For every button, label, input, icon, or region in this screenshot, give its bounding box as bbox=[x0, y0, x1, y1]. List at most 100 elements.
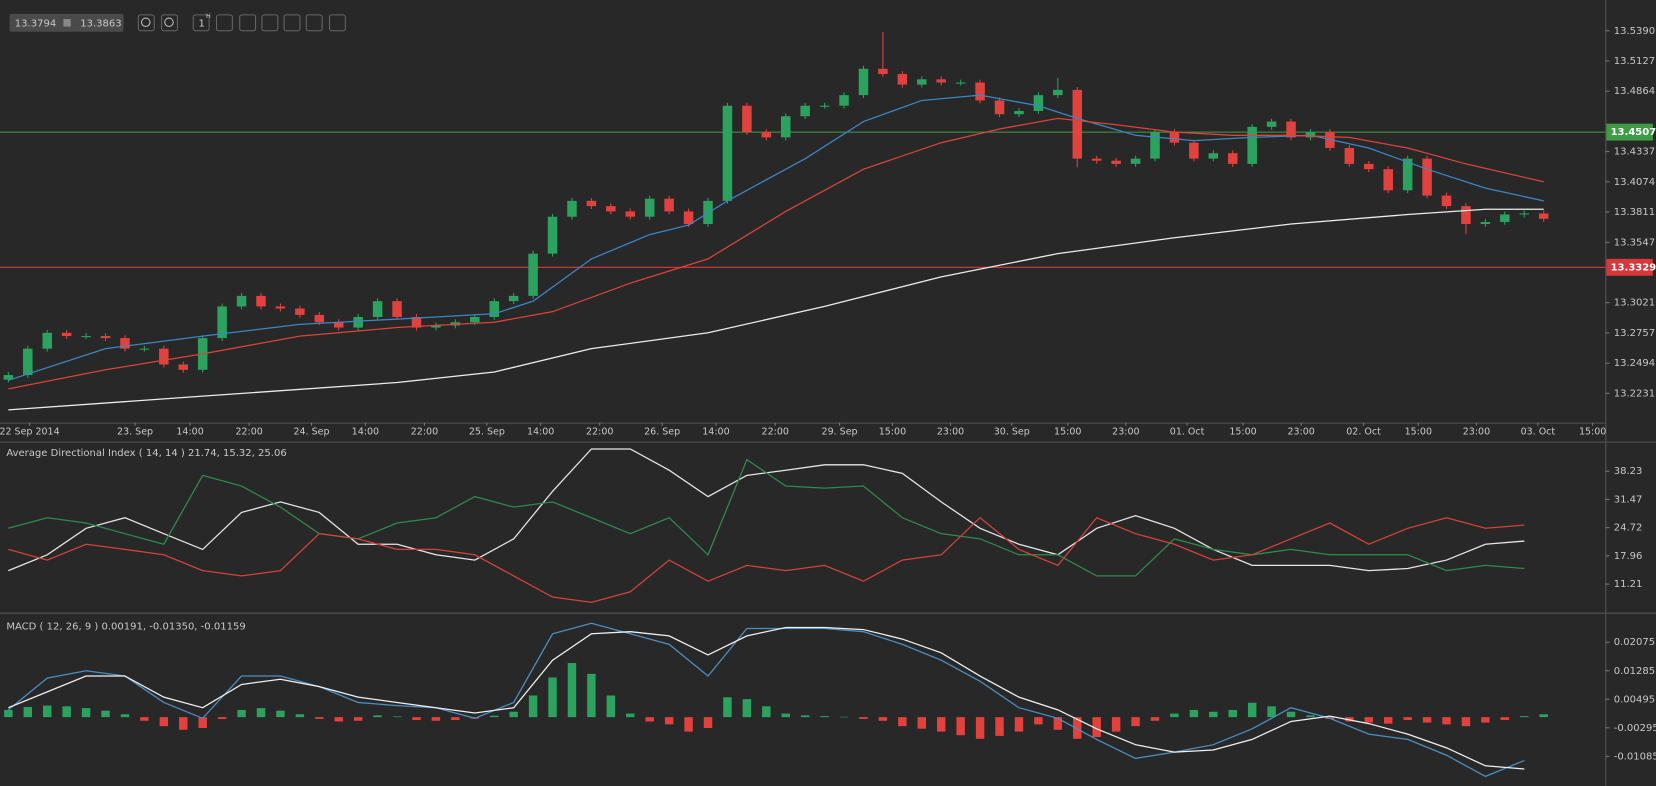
candle-body bbox=[1383, 169, 1393, 191]
candle-body bbox=[1150, 132, 1160, 159]
candle-body bbox=[1033, 95, 1044, 111]
histogram-bar bbox=[664, 717, 674, 725]
histogram-bar bbox=[1189, 709, 1199, 718]
histogram-bar bbox=[159, 717, 169, 727]
histogram-bar bbox=[1383, 717, 1393, 724]
edit-button[interactable] bbox=[305, 14, 323, 32]
zoom-in-button[interactable] bbox=[161, 14, 178, 32]
histogram-bar bbox=[1014, 717, 1024, 732]
histogram-bar bbox=[431, 717, 441, 721]
chart-type-button[interactable] bbox=[215, 14, 233, 32]
histogram-bar bbox=[878, 717, 888, 721]
macd-line bbox=[7, 622, 1525, 778]
histogram-bar bbox=[1539, 714, 1548, 718]
candle-body bbox=[1441, 195, 1452, 207]
candle-body bbox=[547, 216, 558, 254]
zoom-out-icon bbox=[140, 17, 151, 28]
panel-title: MACD ( 12, 26, 9 ) 0.00191, -0.01350, -0… bbox=[6, 621, 245, 632]
histogram-bar bbox=[1267, 706, 1276, 718]
candle-body bbox=[664, 198, 674, 212]
histogram-bar bbox=[140, 717, 149, 721]
timeframe-button[interactable] bbox=[192, 14, 210, 32]
candle-body bbox=[975, 82, 985, 101]
candle-body bbox=[236, 295, 247, 307]
histogram-bar bbox=[1481, 717, 1490, 723]
x-tick-label: 22:00 bbox=[235, 427, 262, 438]
candle-body bbox=[1111, 160, 1121, 164]
candle-body bbox=[1402, 158, 1413, 191]
candle-body bbox=[761, 132, 772, 138]
candle-body bbox=[178, 364, 189, 370]
histogram-bar bbox=[315, 717, 324, 719]
x-tick-label: 15:00 bbox=[879, 427, 906, 438]
y-tick-label: 13.2757 bbox=[1614, 328, 1655, 339]
histogram-bar bbox=[120, 714, 130, 718]
candle-body bbox=[683, 211, 694, 225]
histogram-bar bbox=[489, 715, 499, 718]
candle-body bbox=[567, 200, 577, 217]
y-tick-label: -0.01085 bbox=[1614, 751, 1656, 762]
histogram-bar bbox=[1247, 702, 1257, 718]
x-tick-label: 22:00 bbox=[586, 427, 613, 438]
candle-body bbox=[878, 68, 888, 75]
histogram-bar bbox=[1403, 717, 1412, 721]
copy-button[interactable] bbox=[283, 14, 301, 32]
candle-body bbox=[353, 316, 363, 328]
x-tick-label: 22:00 bbox=[411, 427, 438, 438]
candle-body bbox=[42, 332, 52, 349]
histogram-bar bbox=[1520, 716, 1529, 718]
histogram-bar bbox=[548, 677, 557, 718]
draw-button[interactable] bbox=[328, 14, 346, 32]
x-tick-label: 24. Sep bbox=[294, 427, 330, 438]
histogram-bar bbox=[1461, 717, 1471, 727]
candle-body bbox=[1014, 110, 1024, 115]
histogram-bar bbox=[762, 706, 771, 718]
histogram-bar bbox=[353, 717, 363, 721]
histogram-bar bbox=[1442, 717, 1451, 725]
panel-title: Average Directional Index ( 14, 14 ) 21.… bbox=[6, 448, 286, 459]
zoom-out-button[interactable] bbox=[137, 14, 155, 32]
histogram-bar bbox=[412, 717, 421, 721]
candle-body bbox=[936, 79, 946, 83]
histogram-bar bbox=[1306, 715, 1315, 718]
histogram-bar bbox=[1073, 717, 1082, 739]
histogram-bar bbox=[917, 717, 927, 729]
y-tick-label: 13.2494 bbox=[1614, 358, 1655, 369]
histogram-bar bbox=[528, 695, 538, 718]
candle-body bbox=[1072, 89, 1083, 159]
candle-body bbox=[100, 336, 111, 339]
timeframe-unit: H bbox=[206, 13, 211, 20]
histogram-bar bbox=[1034, 717, 1043, 725]
candle-body bbox=[1286, 121, 1296, 138]
histogram-bar bbox=[23, 707, 33, 718]
indicators-button[interactable] bbox=[239, 14, 257, 32]
bid-price: 13.3794 bbox=[15, 18, 56, 29]
candle-body bbox=[470, 316, 480, 323]
histogram-bar bbox=[975, 717, 985, 739]
ask-price: 13.3863 bbox=[80, 18, 121, 29]
snapshot-button[interactable] bbox=[261, 14, 279, 32]
candle-body bbox=[1480, 221, 1491, 225]
histogram-bar bbox=[451, 717, 460, 721]
candle-body bbox=[81, 336, 91, 338]
x-tick-label: 22 Sep 2014 bbox=[0, 427, 60, 438]
moving-average bbox=[8, 117, 1544, 390]
zoom-in-icon bbox=[164, 17, 174, 28]
candle-body bbox=[411, 316, 422, 328]
histogram-bar bbox=[1131, 717, 1140, 727]
histogram-bar bbox=[295, 714, 305, 718]
histogram-bar bbox=[1053, 717, 1063, 730]
x-tick-label: 15:00 bbox=[1229, 427, 1256, 438]
histogram-bar bbox=[81, 708, 91, 718]
level-label-box bbox=[1606, 123, 1653, 141]
candle-body bbox=[800, 105, 810, 117]
histogram-bar bbox=[898, 717, 907, 727]
x-tick-label: 26. Sep bbox=[644, 427, 680, 438]
candle-body bbox=[917, 79, 927, 85]
histogram-bar bbox=[684, 717, 693, 732]
candle-body bbox=[295, 308, 305, 315]
y-tick-label: 0.00495 bbox=[1614, 694, 1655, 705]
level-label: 13.3329 bbox=[1611, 262, 1656, 273]
histogram-bar bbox=[723, 697, 732, 718]
